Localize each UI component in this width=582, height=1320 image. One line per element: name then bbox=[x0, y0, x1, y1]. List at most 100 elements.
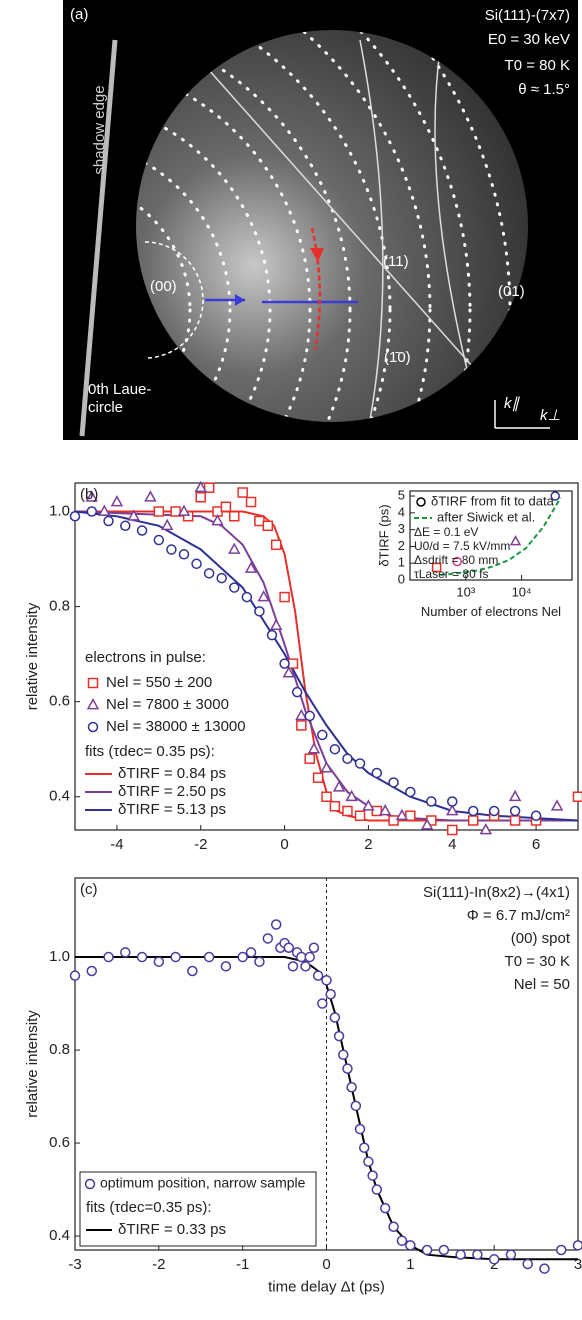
marker bbox=[270, 919, 282, 930]
x-tick-label: 4 bbox=[448, 836, 456, 853]
marker bbox=[338, 1049, 349, 1060]
marker bbox=[396, 1235, 408, 1246]
marker bbox=[447, 824, 458, 836]
marker bbox=[153, 956, 165, 967]
marker bbox=[416, 497, 426, 507]
marker bbox=[362, 799, 375, 811]
arrowhead bbox=[310, 248, 324, 262]
marker bbox=[332, 780, 346, 792]
marker bbox=[187, 965, 198, 977]
marker bbox=[472, 1249, 483, 1260]
y-tick-label: 0.8 bbox=[49, 598, 70, 615]
y-tick-label: 2 bbox=[398, 538, 405, 553]
marker bbox=[508, 789, 522, 802]
annotation: Φ = 6.7 mJ/cm² bbox=[467, 907, 570, 924]
marker bbox=[371, 805, 383, 817]
marker bbox=[191, 558, 202, 570]
laue-label: circle bbox=[88, 399, 123, 416]
marker bbox=[431, 562, 442, 573]
marker bbox=[304, 951, 315, 963]
y-tick-label: 4 bbox=[398, 504, 405, 519]
y-tick-label: 0.6 bbox=[49, 693, 70, 710]
marker bbox=[379, 1202, 391, 1214]
x-axis-label: time delay Δt (ps) bbox=[268, 1278, 385, 1295]
marker bbox=[245, 496, 257, 508]
marker bbox=[84, 1178, 96, 1190]
marker bbox=[262, 933, 274, 944]
x-tick-label: 2 bbox=[364, 836, 372, 853]
marker bbox=[509, 535, 522, 546]
marker bbox=[170, 506, 181, 517]
marker bbox=[194, 480, 207, 493]
marker bbox=[144, 490, 157, 502]
spot-label: (11) bbox=[383, 253, 409, 270]
marker bbox=[304, 710, 315, 722]
marker bbox=[342, 805, 353, 817]
shadow-edge-label: shadow edge bbox=[91, 85, 108, 174]
marker bbox=[321, 975, 332, 986]
legend-title: fits (τdec= 0.35 ps): bbox=[85, 743, 215, 760]
marker bbox=[229, 582, 240, 593]
marker bbox=[170, 951, 181, 963]
marker bbox=[220, 501, 232, 513]
y-axis-label: relative intensity bbox=[24, 1010, 41, 1118]
marker bbox=[254, 956, 265, 967]
marker bbox=[153, 506, 165, 517]
marker bbox=[85, 490, 98, 502]
y-tick-label: 5 bbox=[398, 487, 405, 502]
marker bbox=[530, 810, 542, 821]
marker bbox=[241, 591, 253, 603]
spot-label: (1̄0) bbox=[384, 349, 411, 366]
x-tick-label: 10³ bbox=[456, 584, 475, 599]
marker bbox=[287, 961, 299, 972]
x-tick-label: 1 bbox=[406, 1256, 414, 1273]
arrowhead bbox=[235, 294, 245, 306]
marker bbox=[195, 492, 206, 503]
x-tick-label: -2 bbox=[194, 836, 207, 853]
x-tick-label: 0 bbox=[280, 836, 288, 853]
marker bbox=[455, 1249, 466, 1260]
marker bbox=[203, 951, 215, 963]
marker bbox=[300, 961, 311, 972]
marker bbox=[479, 823, 493, 835]
marker bbox=[346, 1082, 357, 1093]
spot-label: (01) bbox=[498, 283, 525, 300]
info: E0 = 30 keV bbox=[488, 31, 570, 48]
diffraction-image: (a) Si(111)-(7x7) E0 = 30 keV T0 = 80 K … bbox=[63, 0, 578, 440]
legend-label: δTIRF = 2.50 ps bbox=[118, 783, 226, 800]
y-tick-label: 1 bbox=[398, 555, 405, 570]
k-label: k∥ bbox=[504, 395, 521, 412]
x-tick-label: -4 bbox=[110, 836, 123, 853]
marker bbox=[254, 606, 265, 617]
marker bbox=[467, 805, 479, 817]
marker bbox=[505, 1249, 517, 1260]
annotation: Δsdrift = 80 mm bbox=[414, 553, 498, 567]
info: Si(111)-(7x7) bbox=[485, 7, 570, 24]
marker bbox=[312, 970, 324, 981]
marker bbox=[329, 1012, 341, 1023]
kikuchi-lines bbox=[199, 39, 521, 421]
marker bbox=[307, 742, 321, 754]
marker bbox=[363, 1156, 374, 1167]
y-tick-label: 3 bbox=[398, 521, 405, 536]
y-tick-label: 0.8 bbox=[49, 1041, 70, 1058]
y-tick-label: 1.0 bbox=[49, 948, 70, 965]
marker bbox=[110, 495, 124, 507]
legend-label: Nel = 550 ± 200 bbox=[106, 674, 212, 691]
marker bbox=[182, 511, 194, 522]
marker bbox=[257, 590, 270, 602]
annotation: (00) spot bbox=[511, 930, 571, 947]
marker bbox=[367, 1170, 378, 1181]
marker bbox=[216, 572, 227, 584]
annotation: τLaser = 80 fs bbox=[414, 567, 488, 581]
legend-label: after Siwick et al. bbox=[437, 509, 535, 524]
marker bbox=[203, 568, 215, 579]
shadow-edge bbox=[79, 39, 118, 437]
legend-label: Nel = 7800 ± 3000 bbox=[106, 696, 229, 713]
marker bbox=[354, 758, 366, 769]
marker bbox=[312, 772, 324, 783]
marker bbox=[438, 1244, 450, 1256]
legend-title: fits (τdec=0.35 ps): bbox=[86, 1199, 212, 1216]
marker bbox=[371, 767, 383, 779]
